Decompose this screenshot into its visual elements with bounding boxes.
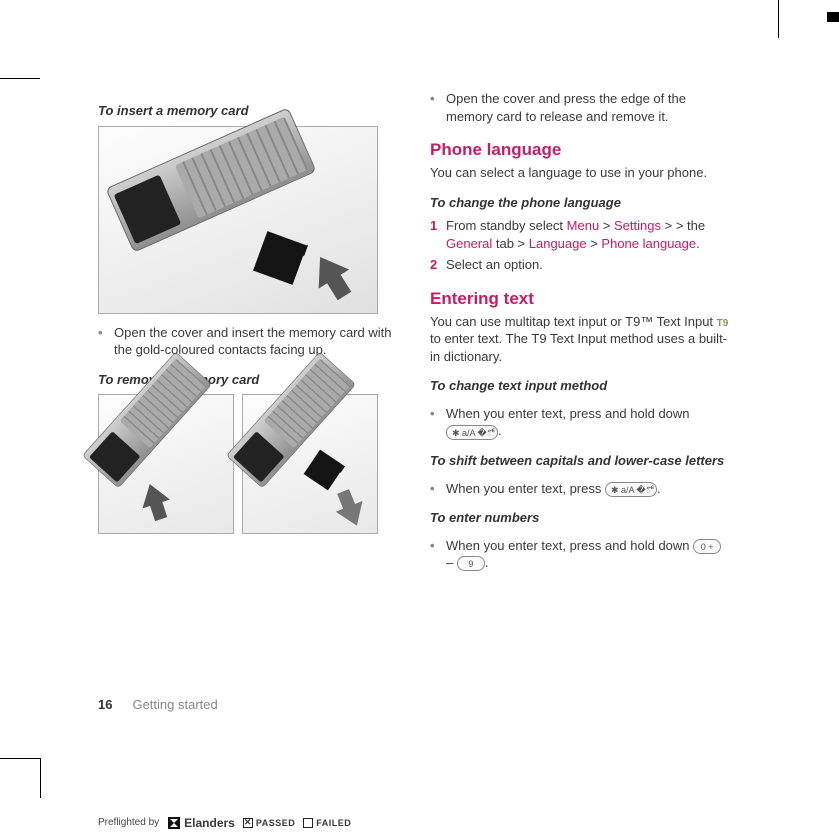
key-star: ✱ a/A �ో — [446, 425, 498, 440]
crop-mark — [827, 12, 839, 22]
empty-check-icon — [303, 818, 313, 828]
figure-remove-2 — [242, 394, 378, 534]
text-entering: You can use multitap text input or T9™ T… — [430, 313, 730, 366]
figure-insert-card — [98, 126, 378, 314]
bullet-shift-case: When you enter text, press ✱ a/A �ో. — [430, 480, 730, 498]
crop-mark — [40, 758, 41, 798]
page-content: To insert a memory card Open the cover a… — [98, 90, 736, 730]
figure-remove-1 — [98, 394, 234, 534]
preflight-passed: ✕PASSED — [243, 817, 295, 829]
menu-path: Menu — [567, 218, 600, 233]
bullet-enter-numbers: When you enter text, press and hold down… — [430, 537, 730, 572]
text-phone-language: You can select a language to use in your… — [430, 164, 730, 182]
key-0: 0 + — [693, 539, 721, 554]
page-number: 16 — [98, 696, 112, 714]
t9-icon: T9 — [717, 318, 729, 329]
heading-entering-text: Entering text — [430, 288, 730, 311]
check-icon: ✕ — [243, 818, 253, 828]
heading-input-method: To change text input method — [430, 377, 730, 395]
heading-phone-language: Phone language — [430, 139, 730, 162]
step-1: From standby select Menu > Settings > > … — [430, 217, 730, 252]
page-footer: 16 Getting started — [98, 696, 218, 714]
crop-mark — [0, 758, 40, 759]
bullet-insert-instruction: Open the cover and insert the memory car… — [98, 324, 398, 359]
bullet-input-method: When you enter text, press and hold down… — [430, 405, 730, 440]
preflight-label: Preflighted by — [98, 816, 159, 830]
heading-change-language: To change the phone language — [430, 194, 730, 212]
right-column: Open the cover and press the edge of the… — [430, 90, 730, 578]
preflight-failed: FAILED — [303, 817, 351, 829]
section-title: Getting started — [132, 696, 217, 714]
heading-enter-numbers: To enter numbers — [430, 509, 730, 527]
key-star: ✱ a/A �ో — [605, 482, 657, 497]
heading-shift-case: To shift between capitals and lower-case… — [430, 452, 730, 470]
heading-insert-card: To insert a memory card — [98, 102, 398, 120]
crop-mark — [0, 78, 40, 79]
preflight-bar: Preflighted by Elanders ✕PASSED FAILED — [98, 815, 351, 831]
elanders-logo: Elanders — [167, 815, 235, 831]
step-2: Select an option. — [430, 256, 730, 274]
crop-mark — [778, 0, 779, 38]
key-9: 9 — [457, 556, 485, 571]
bullet-release-instruction: Open the cover and press the edge of the… — [430, 90, 730, 125]
left-column: To insert a memory card Open the cover a… — [98, 90, 398, 578]
